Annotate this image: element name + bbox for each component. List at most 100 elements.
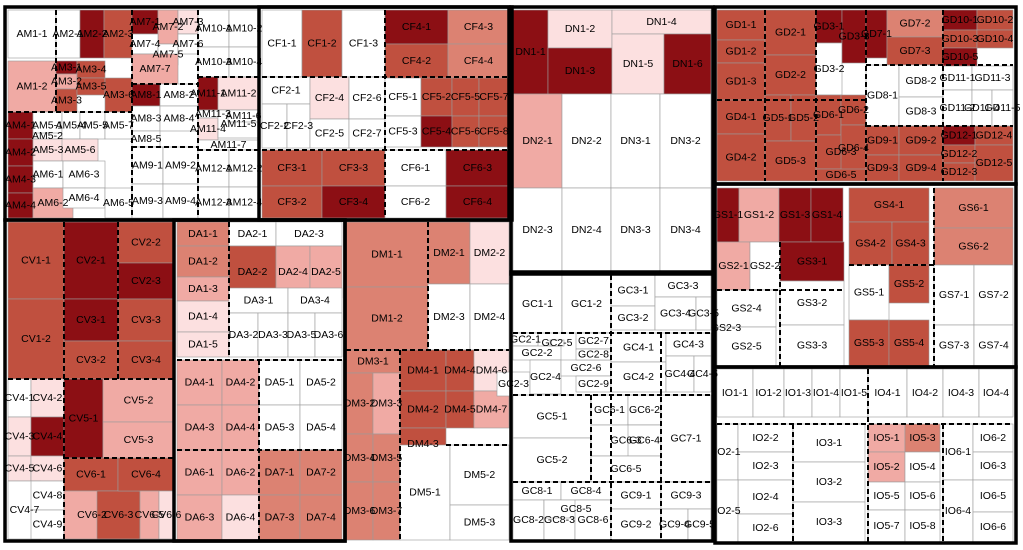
label-dm2-1: DM2-1	[433, 247, 465, 259]
label-gd8-3: GD8-3	[906, 106, 937, 118]
label-am11-1: AM11-1	[190, 88, 226, 100]
cell-am9-4	[162, 183, 199, 219]
cell-dm4-5	[445, 390, 475, 429]
cell-io5-6	[904, 481, 941, 511]
label-gs2-5: GS2-5	[731, 341, 762, 353]
label-am5-5: AM5-5	[77, 120, 108, 132]
label-am10-3: AM10-3	[195, 56, 232, 68]
cell-io1-3	[783, 368, 813, 418]
cell-gd5-3	[764, 140, 817, 182]
cell-cf6-1	[384, 149, 447, 187]
cell-io5-5	[867, 481, 906, 511]
label-cf6-4: CF6-4	[463, 196, 492, 208]
cell-gd3-3	[841, 9, 867, 64]
label-am3-1: AM3-1	[51, 62, 82, 74]
label-da7-2: DA7-2	[306, 467, 336, 479]
label-dn1-3: DN1-3	[565, 65, 596, 77]
group-border	[172, 218, 347, 543]
label-am8-2: AM8-2	[164, 89, 195, 101]
label-io6-6: IO6-6	[980, 521, 1006, 533]
cell-io6-3	[972, 451, 1014, 481]
label-am7-2: AM7-2	[153, 21, 184, 33]
label-gc2-8: GC2-8	[578, 349, 609, 361]
label-io3-2: IO3-2	[816, 476, 842, 488]
label-io2-2: IO2-2	[752, 432, 778, 444]
label-da4-2: DA4-2	[226, 377, 256, 389]
cell-dm2-3	[427, 283, 471, 351]
cell-dm4-7	[473, 390, 510, 429]
label-gd10-5: GD10-5	[942, 51, 979, 63]
label-cf1-1: CF1-1	[267, 38, 296, 50]
label-gd6-1: GD6-1	[813, 109, 844, 121]
label-am8-4: AM8-4	[164, 113, 195, 125]
cell-cf2-1	[261, 76, 311, 105]
label-dm3-5: DM3-5	[371, 452, 403, 464]
label-dn2-4: DN2-4	[571, 224, 602, 236]
cell-da2-3	[275, 221, 343, 247]
group-border	[509, 270, 715, 543]
label-dm4-6: DM4-6	[476, 365, 508, 377]
label-da3-2: DA3-2	[229, 329, 259, 341]
label-da3-6: DA3-6	[314, 329, 344, 341]
cell-am10-2	[228, 9, 260, 48]
label-da2-3: DA2-3	[294, 228, 324, 240]
label-gd10-4: GD10-4	[977, 33, 1014, 45]
cell-gs1-3	[778, 187, 812, 243]
cell-cv6-4	[117, 457, 175, 492]
label-gs5-3: GS5-3	[854, 337, 885, 349]
cell-cv5-1	[63, 378, 104, 459]
label-da2-1: DA2-1	[238, 228, 268, 240]
label-cf3-2: CF3-2	[277, 196, 306, 208]
cell-cf3-1	[261, 149, 323, 187]
cell-gd11-3	[971, 65, 1014, 91]
label-cf2-3: CF2-3	[284, 120, 313, 132]
cell-cf2-2	[261, 103, 288, 149]
label-gc8-5: GC8-5	[561, 503, 592, 515]
cell-gd9-2	[898, 125, 944, 156]
label-am4-3: AM4-3	[5, 174, 36, 186]
cell-da7-2	[299, 449, 343, 496]
cell-gd9-4	[898, 154, 944, 182]
cell-cf4-4	[447, 43, 510, 79]
label-io1-1: IO1-1	[722, 387, 748, 399]
label-am5-1: AM5-1	[32, 120, 63, 132]
label-cv5-2: CV5-2	[124, 395, 154, 407]
cell-io4-2	[906, 368, 944, 418]
label-gc3-3: GC3-3	[668, 280, 699, 292]
label-cf5-8: CF5-8	[479, 126, 508, 138]
label-dm1-2: DM1-2	[371, 313, 403, 325]
label-da1-3: DA1-3	[188, 283, 218, 295]
label-gc2-4: GC2-4	[530, 371, 561, 383]
label-am12-4: AM12-4	[226, 197, 263, 209]
label-cv6-4: CV6-4	[131, 469, 161, 481]
label-gc7-1: GC7-1	[671, 433, 702, 445]
label-am9-4: AM9-4	[165, 195, 196, 207]
label-gs2-2: GS2-2	[750, 260, 781, 272]
label-dn2-1: DN2-1	[522, 135, 553, 147]
label-da2-2: DA2-2	[238, 266, 268, 278]
cell-am9-3	[131, 183, 164, 219]
label-am5-6: AM5-6	[65, 144, 96, 156]
cell-gc5-1	[512, 394, 592, 439]
label-am10-2: AM10-2	[226, 23, 263, 35]
cell-io1-1	[716, 368, 754, 418]
label-gd11-3: GD11-3	[975, 72, 1011, 84]
cell-dn3-2	[659, 93, 712, 189]
cell-am6-5	[104, 187, 133, 219]
label-gc3-1: GC3-1	[618, 285, 649, 297]
cell-dm3-6	[345, 481, 374, 541]
cell-dn3-3	[610, 187, 661, 273]
label-dn1-4: DN1-4	[646, 16, 677, 28]
label-io5-6: IO5-6	[909, 490, 935, 502]
label-am6-5: AM6-5	[103, 197, 134, 209]
label-am8-1: AM8-1	[131, 89, 162, 101]
cell-da6-4	[221, 494, 260, 541]
cell-gs5-4	[888, 319, 930, 367]
label-am3-5: AM3-5	[76, 81, 107, 93]
cell-gs2-1	[716, 241, 751, 291]
cell-cf3-3	[321, 149, 386, 187]
label-cv6-1: CV6-1	[76, 469, 106, 481]
label-dn3-1: DN3-1	[620, 135, 651, 147]
label-gs4-3: GS4-3	[895, 238, 926, 250]
